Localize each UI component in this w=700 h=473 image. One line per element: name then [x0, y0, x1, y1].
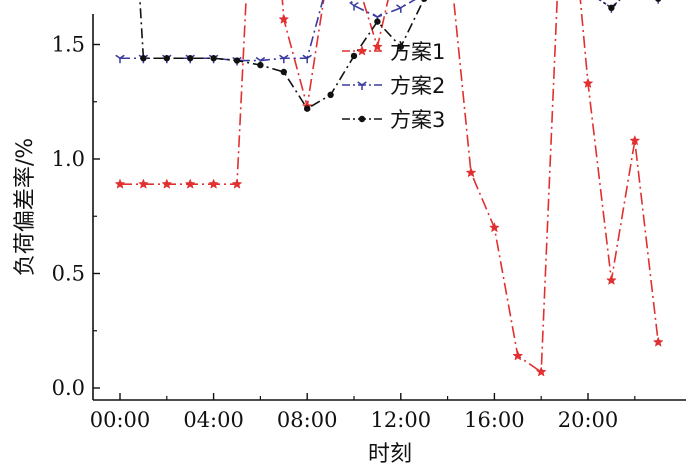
- tri-stroke: [361, 81, 367, 86]
- legend-item: 方案3: [342, 108, 445, 132]
- data-point: [233, 57, 241, 64]
- x-tick-label: 20:00: [558, 408, 619, 432]
- tri-stroke: [357, 81, 363, 86]
- series-1: [114, 0, 664, 377]
- data-point: [302, 54, 312, 64]
- data-point: [396, 4, 406, 13]
- data-point: [421, 0, 428, 2]
- tri-stroke: [283, 54, 289, 59]
- data-point: [278, 13, 290, 24]
- y-ticks: 0.00.51.01.52.02.53.0: [52, 33, 100, 400]
- tri-stroke: [302, 54, 308, 59]
- axes: [92, 14, 686, 401]
- tri-stroke: [259, 56, 266, 62]
- data-point: [187, 55, 194, 62]
- x-tick-label: 16:00: [464, 408, 525, 432]
- x-tick-label: 00:00: [90, 408, 151, 432]
- data-point: [512, 350, 524, 361]
- y-tick-label: 1.5: [52, 33, 85, 57]
- data-point: [397, 43, 404, 50]
- data-point: [608, 4, 615, 12]
- data-point: [652, 336, 664, 347]
- legend-marker: [357, 81, 367, 90]
- y-tick-label: 1.0: [52, 147, 85, 171]
- series-line: [120, 0, 659, 374]
- data-point: [372, 41, 383, 52]
- series-line: [139, 0, 621, 110]
- tri-stroke: [353, 1, 359, 7]
- data-point: [465, 167, 477, 178]
- data-point: [304, 105, 311, 112]
- data-point: [374, 18, 381, 25]
- tri-stroke: [115, 54, 121, 59]
- tri-stroke: [119, 54, 125, 59]
- data-point: [138, 178, 149, 189]
- data-point: [208, 178, 219, 189]
- data-point: [231, 178, 243, 189]
- data-point: [327, 91, 334, 99]
- data-point: [161, 178, 173, 189]
- x-tick-label: 04:00: [183, 408, 244, 432]
- y-tick-label: 0.5: [52, 262, 85, 286]
- tri-stroke: [372, 13, 378, 18]
- data-point: [350, 52, 358, 60]
- x-ticks: 00:00 04:00 08:00 12:00 16:00 20:00: [90, 393, 636, 432]
- legend: 方案1 方案2 方案3: [342, 40, 445, 132]
- data-point: [606, 274, 617, 285]
- legend-marker: [358, 115, 366, 123]
- data-point: [140, 55, 147, 62]
- data-point: [655, 0, 662, 2]
- tri-stroke: [279, 54, 285, 59]
- tri-stroke: [349, 1, 355, 7]
- data-point: [184, 178, 196, 189]
- legend-label: 方案2: [390, 74, 445, 98]
- data-point: [349, 1, 359, 11]
- legend-label: 方案3: [390, 108, 445, 132]
- legend-item: 方案2: [342, 74, 445, 98]
- series-layer: [114, 0, 664, 377]
- data-point: [489, 222, 500, 233]
- x-tick-label: 08:00: [277, 408, 338, 432]
- legend-marker: [356, 45, 368, 56]
- data-point: [257, 61, 264, 69]
- data-point: [210, 55, 217, 62]
- tri-stroke: [396, 4, 402, 9]
- series-line: [120, 0, 621, 62]
- y-axis-title: 负荷偏差率/%: [13, 138, 38, 276]
- tri-stroke: [376, 13, 383, 18]
- x-tick-label: 12:00: [371, 408, 432, 432]
- tri-stroke: [306, 54, 312, 59]
- legend-label: 方案1: [390, 40, 445, 64]
- data-point: [582, 77, 594, 89]
- data-point: [114, 178, 126, 189]
- data-point: [535, 366, 547, 377]
- tri-stroke: [255, 56, 261, 62]
- tri-stroke: [400, 4, 406, 9]
- data-point: [629, 135, 641, 146]
- series-3: [139, 0, 662, 112]
- x-axis-title: 时刻: [368, 442, 412, 467]
- data-point: [115, 54, 125, 64]
- legend-item: 方案1: [342, 40, 445, 64]
- data-point: [279, 54, 289, 64]
- y-tick-label: 0.0: [52, 376, 85, 400]
- data-point: [280, 68, 287, 76]
- data-point: [163, 55, 170, 62]
